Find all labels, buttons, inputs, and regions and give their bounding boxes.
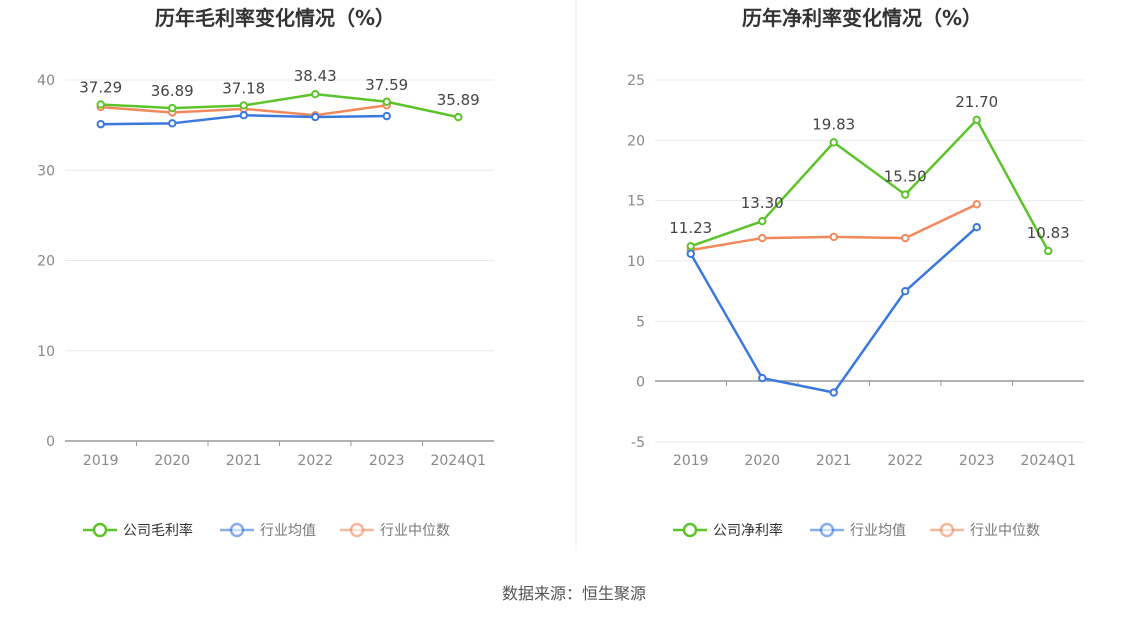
data-point[interactable] xyxy=(972,200,981,209)
data-point[interactable] xyxy=(382,111,391,121)
data-point[interactable] xyxy=(829,388,838,397)
data-point[interactable] xyxy=(239,110,248,120)
legend-item[interactable]: 行业均值 xyxy=(220,522,316,539)
legend-label: 行业中位数 xyxy=(970,523,1040,539)
chart-title: 历年毛利率变化情况（%） xyxy=(155,6,395,30)
series-line-company xyxy=(100,92,459,119)
data-point[interactable] xyxy=(311,112,320,122)
data-label: 38.43 xyxy=(294,67,337,85)
legend-marker xyxy=(939,522,955,538)
data-point[interactable] xyxy=(1044,246,1053,256)
x-tick-label: 2019 xyxy=(83,453,119,469)
data-point[interactable] xyxy=(829,232,838,242)
y-tick-label: 25 xyxy=(627,73,645,89)
data-point[interactable] xyxy=(758,233,767,243)
series-line-company xyxy=(690,118,1050,252)
data-point[interactable] xyxy=(168,103,177,113)
data-point[interactable] xyxy=(96,100,105,109)
data-point[interactable] xyxy=(311,89,320,99)
x-tick-label: 2023 xyxy=(959,453,995,469)
x-tick-label: 2022 xyxy=(297,453,333,469)
data-label: 35.89 xyxy=(437,91,480,109)
x-tick-label: 2024Q1 xyxy=(1020,453,1076,469)
data-point[interactable] xyxy=(382,97,391,106)
y-tick-label: 40 xyxy=(37,73,55,89)
data-point[interactable] xyxy=(901,286,910,296)
data-label: 19.83 xyxy=(812,115,855,133)
x-tick-label: 2024Q1 xyxy=(430,453,486,469)
legend-label: 行业均值 xyxy=(850,523,906,539)
net-margin-chart: 历年净利率变化情况（%） -5 0 5 10 15 20 25 2019 2020 2021 2022… xyxy=(627,6,1084,539)
data-point[interactable] xyxy=(239,101,248,110)
legend-marker xyxy=(349,522,365,538)
data-point[interactable] xyxy=(758,373,767,383)
source-note: 数据来源：恒生聚源 xyxy=(501,584,646,603)
x-tick-label: 2022 xyxy=(887,453,923,469)
data-point[interactable] xyxy=(454,112,463,122)
legend-marker xyxy=(682,522,698,538)
y-tick-label: 0 xyxy=(636,375,645,391)
y-tick-label: 15 xyxy=(627,194,645,210)
legend-marker xyxy=(229,522,245,538)
y-tick-label: -5 xyxy=(631,435,645,451)
data-label: 11.23 xyxy=(669,219,712,237)
legend-item[interactable]: 行业中位数 xyxy=(340,522,450,539)
series-line-industry-average xyxy=(689,226,978,394)
data-label: 13.30 xyxy=(741,194,784,212)
data-point[interactable] xyxy=(829,138,838,147)
legend-label: 行业中位数 xyxy=(380,523,450,539)
y-tick-label: 10 xyxy=(37,344,55,360)
data-point[interactable] xyxy=(972,115,981,125)
data-label: 37.29 xyxy=(79,78,122,96)
data-label: 36.89 xyxy=(151,82,194,100)
data-label: 37.18 xyxy=(222,79,265,97)
data-label: 37.59 xyxy=(365,76,408,94)
data-label: 15.50 xyxy=(884,168,927,186)
chart-title: 历年净利率变化情况（%） xyxy=(742,6,982,30)
data-point[interactable] xyxy=(758,216,767,226)
legend-item[interactable]: 行业中位数 xyxy=(930,522,1040,539)
x-tick-label: 2019 xyxy=(673,453,709,469)
legend-item[interactable]: 行业均值 xyxy=(810,522,906,539)
legend-marker xyxy=(819,522,835,538)
y-tick-label: 5 xyxy=(636,314,645,330)
x-tick-label: 2021 xyxy=(816,453,852,469)
x-tick-label: 2020 xyxy=(154,453,190,469)
x-tick-label: 2021 xyxy=(226,453,262,469)
data-point[interactable] xyxy=(686,241,695,251)
data-point[interactable] xyxy=(96,120,105,129)
data-label: 21.70 xyxy=(955,93,998,111)
series-line-industry-median xyxy=(690,203,978,252)
data-point[interactable] xyxy=(901,233,910,243)
legend-marker xyxy=(92,522,108,538)
y-tick-label: 20 xyxy=(627,133,645,149)
y-tick-label: 10 xyxy=(627,254,645,270)
gross-margin-chart: 历年毛利率变化情况（%） 0 10 20 30 40 2019 2020 2021 2022 202… xyxy=(37,6,494,539)
data-point[interactable] xyxy=(168,119,177,128)
legend-label: 行业均值 xyxy=(260,523,316,539)
y-tick-label: 30 xyxy=(37,163,55,179)
data-point[interactable] xyxy=(686,249,695,258)
legend-item[interactable]: 公司净利率 xyxy=(673,522,783,539)
y-tick-label: 20 xyxy=(37,254,55,270)
data-point[interactable] xyxy=(972,223,981,232)
data-label: 10.83 xyxy=(1027,224,1070,242)
legend-label: 公司毛利率 xyxy=(123,522,193,539)
x-tick-label: 2020 xyxy=(744,453,780,469)
legend-item[interactable]: 公司毛利率 xyxy=(83,522,193,539)
data-point[interactable] xyxy=(901,190,910,199)
y-tick-label: 0 xyxy=(46,434,55,450)
x-tick-label: 2023 xyxy=(369,453,405,469)
legend-label: 公司净利率 xyxy=(713,522,783,539)
